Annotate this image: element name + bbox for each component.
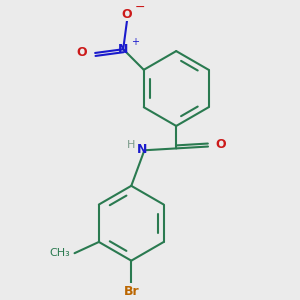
Text: N: N (137, 143, 148, 156)
Text: O: O (122, 8, 132, 21)
Text: H: H (127, 140, 136, 150)
Text: +: + (131, 38, 140, 47)
Text: O: O (215, 138, 226, 151)
Text: CH₃: CH₃ (49, 248, 70, 258)
Text: N: N (118, 43, 128, 56)
Text: O: O (76, 46, 87, 59)
Text: Br: Br (124, 285, 139, 298)
Text: −: − (135, 1, 146, 14)
